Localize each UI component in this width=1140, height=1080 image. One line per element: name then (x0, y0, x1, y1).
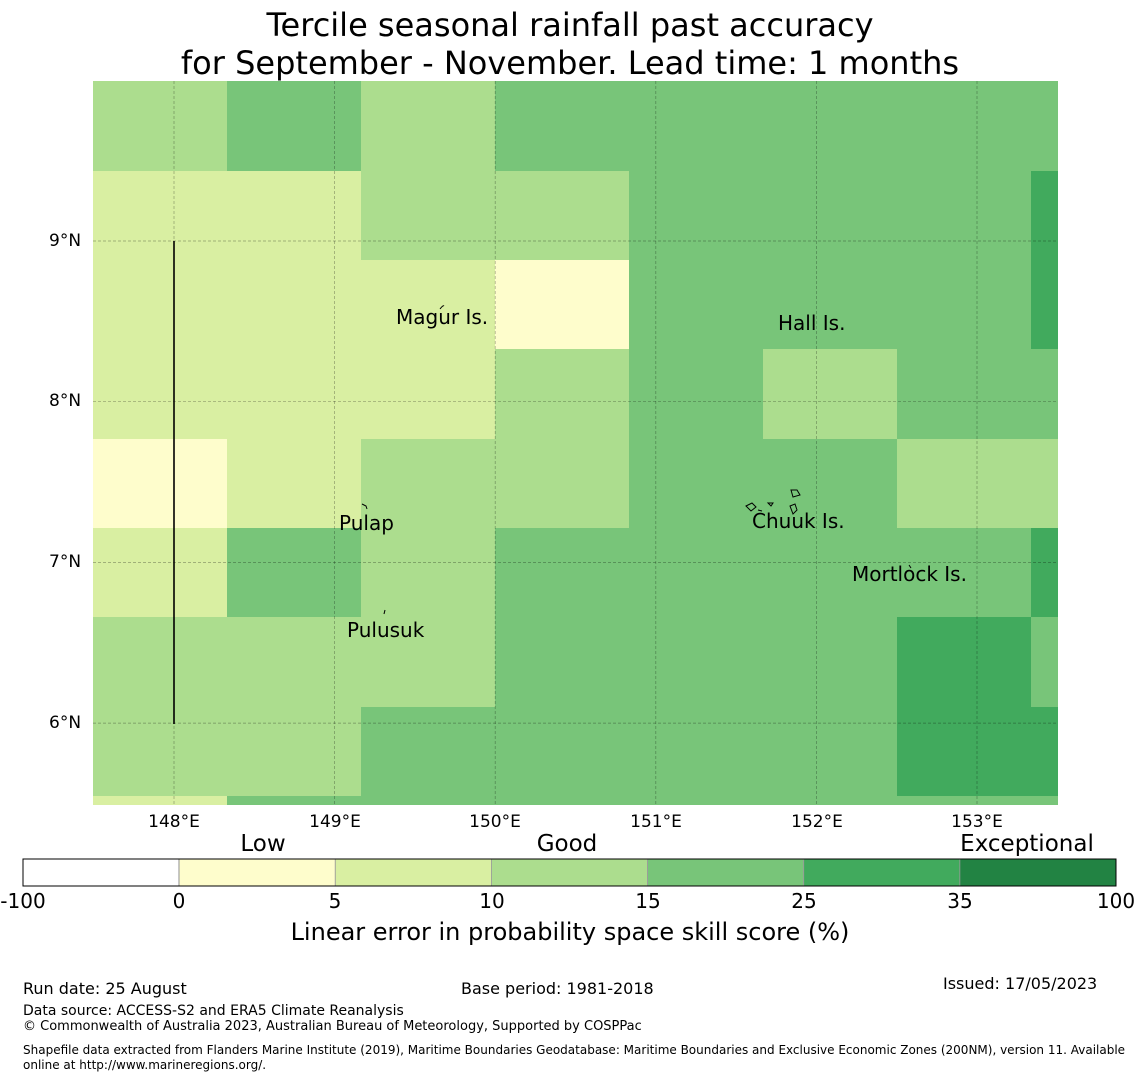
skill-cell (361, 171, 629, 260)
colorbar-tick-10: 10 (479, 889, 505, 913)
shapefile-credit-line2: online at http://www.marineregions.org/. (23, 1058, 267, 1072)
skill-cell (1031, 617, 1058, 707)
place-label-pulusuk: Pulusuk (347, 618, 425, 642)
skill-cell (227, 528, 361, 617)
map-title-line1: Tercile seasonal rainfall past accuracy (266, 6, 874, 44)
skill-cell (629, 349, 763, 439)
skill-cell (93, 81, 227, 171)
map-title-line2: for September - November. Lead time: 1 m… (180, 44, 960, 82)
colorbar-tick-15: 15 (635, 889, 661, 913)
issued-date: Issued: 17/05/2023 (943, 974, 1098, 993)
lon-tick-150: 150°E (469, 812, 521, 832)
skill-cell (629, 260, 1031, 349)
place-label-pulap: Pulap (339, 511, 394, 535)
pulap-island-shape (361, 503, 368, 510)
skill-cell (897, 617, 1031, 707)
skill-cell (361, 528, 495, 617)
skill-cell (361, 81, 495, 171)
colorbar-segment (334, 858, 492, 887)
category-exceptional: Exceptional (960, 831, 1094, 857)
skill-cell (495, 81, 1058, 171)
place-label-hall: Hall Is. (778, 311, 846, 335)
skill-cell (629, 171, 1031, 260)
skill-cell (361, 439, 629, 528)
skill-cell (93, 707, 361, 796)
skill-cell (93, 171, 361, 260)
mortlock-island-shape (908, 564, 912, 569)
colorbar-segment (491, 858, 648, 887)
colorbar-label: Linear error in probability space skill … (290, 918, 850, 946)
colorbar-tick-35: 35 (947, 889, 973, 913)
skill-cell (227, 81, 361, 171)
skill-cell (495, 528, 1031, 617)
lon-tick-151: 151°E (630, 812, 682, 832)
colorbar-tick-25: 25 (791, 889, 817, 913)
skill-cell (93, 796, 227, 805)
island-outlines (361, 305, 912, 615)
skill-cell (897, 439, 1058, 528)
skill-cell (1031, 171, 1058, 349)
skill-cell (629, 439, 897, 528)
data-source: Data source: ACCESS-S2 and ERA5 Climate … (23, 1003, 404, 1019)
skill-cell (763, 349, 897, 439)
category-good: Good (536, 831, 598, 857)
run-date: Run date: 25 August (23, 979, 187, 998)
skill-cell (495, 349, 629, 439)
lon-tick-152: 152°E (791, 812, 843, 832)
colorbar (22, 858, 1117, 887)
colorbar-tick-100: 100 (1096, 889, 1136, 913)
colorbar-segment (803, 858, 961, 887)
skill-grid (93, 81, 1058, 805)
lat-tick-6: 6°N (49, 713, 82, 733)
lon-tick-148: 148°E (148, 812, 200, 832)
skill-cell (495, 617, 897, 707)
magur-island-shape (439, 305, 445, 310)
skill-cell (361, 707, 897, 796)
skill-cell (227, 439, 361, 528)
lon-tick-153: 153°E (951, 812, 1003, 832)
shapefile-credit-line1: Shapefile data extracted from Flanders M… (23, 1043, 1126, 1057)
skill-cell (227, 796, 1058, 805)
skill-cell (1031, 528, 1058, 617)
skill-cell (897, 707, 1058, 796)
skill-cell (93, 528, 227, 617)
copyright: © Commonwealth of Australia 2023, Austra… (23, 1019, 642, 1034)
colorbar-tick-0: 0 (172, 889, 186, 913)
base-period: Base period: 1981-2018 (461, 979, 654, 998)
chuuk-island-shapes (745, 489, 801, 515)
category-low: Low (240, 831, 286, 857)
skill-cell (897, 349, 1058, 439)
colorbar-segment (22, 858, 180, 887)
place-label-mortlock: Mortlock Is. (852, 562, 967, 586)
place-label-magur: Magur Is. (396, 305, 489, 329)
skill-map (93, 81, 1058, 805)
colorbar-border (22, 858, 1117, 887)
colorbar-tick-5: 5 (328, 889, 342, 913)
colorbar-segment (959, 858, 1117, 887)
lat-tick-9: 9°N (49, 231, 82, 251)
place-label-chuuk: Chuuk Is. (752, 509, 845, 533)
colorbar-tick-minus100: -100 (0, 889, 46, 913)
lat-tick-8: 8°N (49, 391, 82, 411)
skill-cell (93, 617, 495, 707)
skill-cell (495, 260, 629, 349)
colorbar-segment (178, 858, 336, 887)
pulusuk-island-shape (383, 609, 386, 615)
lon-tick-149: 149°E (309, 812, 361, 832)
colorbar-segment (647, 858, 805, 887)
skill-cell (93, 260, 495, 439)
lat-tick-7: 7°N (49, 552, 82, 572)
skill-cell (93, 439, 227, 528)
